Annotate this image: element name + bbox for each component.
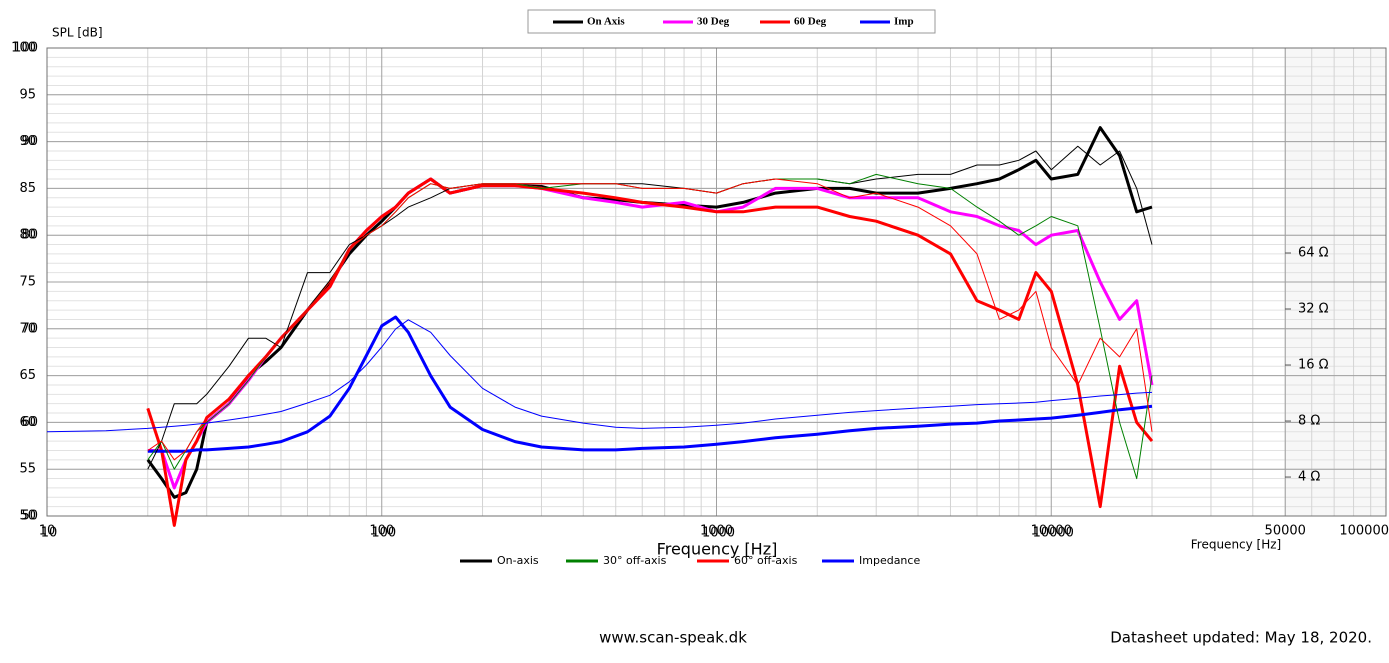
footer-updated: Datasheet updated: May 18, 2020. [1110, 629, 1372, 647]
y-tick-label: 95 [19, 87, 36, 102]
legend-label: On Axis [587, 16, 625, 28]
x-tick-label: 1000 [700, 524, 733, 539]
y-tick-label: 55 [19, 462, 36, 477]
x-axis-label: Frequency [Hz] [657, 540, 778, 559]
y-tick-label: 85 [19, 181, 36, 196]
legend-label: 60° off-axis [734, 554, 798, 567]
legend-label: Impedance [859, 554, 920, 567]
x-tick-label: 100 [369, 524, 394, 539]
y-tick-label: 80 [19, 228, 36, 243]
y-tick-label: 90 [19, 134, 36, 149]
x-tick-label: 10000 [1031, 524, 1072, 539]
y-tick-label: 65 [19, 368, 36, 383]
y-tick-label: 100 [11, 41, 36, 56]
plot-frame [46, 47, 1387, 517]
series-line [147, 315, 1153, 453]
x-tick-label: 10 [41, 526, 58, 541]
legend-label: 30° off-axis [603, 554, 667, 567]
y-tick-label: 80 [21, 228, 38, 243]
y-tick-label: 100 [13, 41, 38, 56]
y-tick-label: 90 [21, 134, 38, 149]
legend-label: Imp [894, 16, 914, 28]
y-tick-label: 60 [19, 415, 36, 430]
legend-label: 30 Deg [697, 16, 730, 28]
y2-tick-label: 4 Ω [1298, 470, 1320, 485]
legend-label: On-axis [497, 554, 539, 567]
x-axis-label-small: Frequency [Hz] [1191, 538, 1282, 552]
x-tick-label: 10000 [1033, 526, 1074, 541]
y-tick-label: 70 [19, 321, 36, 336]
y-tick-label: 50 [21, 509, 38, 524]
y2-tick-label: 32 Ω [1298, 302, 1329, 317]
top-legend-box [527, 9, 936, 34]
x-tick-label: 50000 [1265, 524, 1306, 539]
y2-tick-label: 16 Ω [1298, 358, 1329, 373]
x-tick-label: 10 [39, 524, 56, 539]
y-axis-label: SPL [dB] [52, 26, 103, 40]
series-line [147, 178, 1153, 461]
footer-website: www.scan-speak.dk [599, 629, 747, 647]
series-line [147, 173, 1153, 480]
x-tick-label: 1000 [702, 526, 735, 541]
series-line [46, 319, 1153, 433]
y-tick-label: 70 [21, 321, 38, 336]
y-tick-label: 50 [19, 509, 36, 524]
y2-tick-label: 8 Ω [1298, 414, 1320, 429]
y2-tick-label: 64 Ω [1298, 246, 1329, 261]
x-tick-label: 100 [371, 526, 396, 541]
y-tick-label: 60 [21, 415, 38, 430]
x-tick-label: 100000 [1339, 524, 1389, 539]
y-tick-label: 75 [19, 275, 36, 290]
legend-label: 60 Deg [794, 16, 827, 28]
